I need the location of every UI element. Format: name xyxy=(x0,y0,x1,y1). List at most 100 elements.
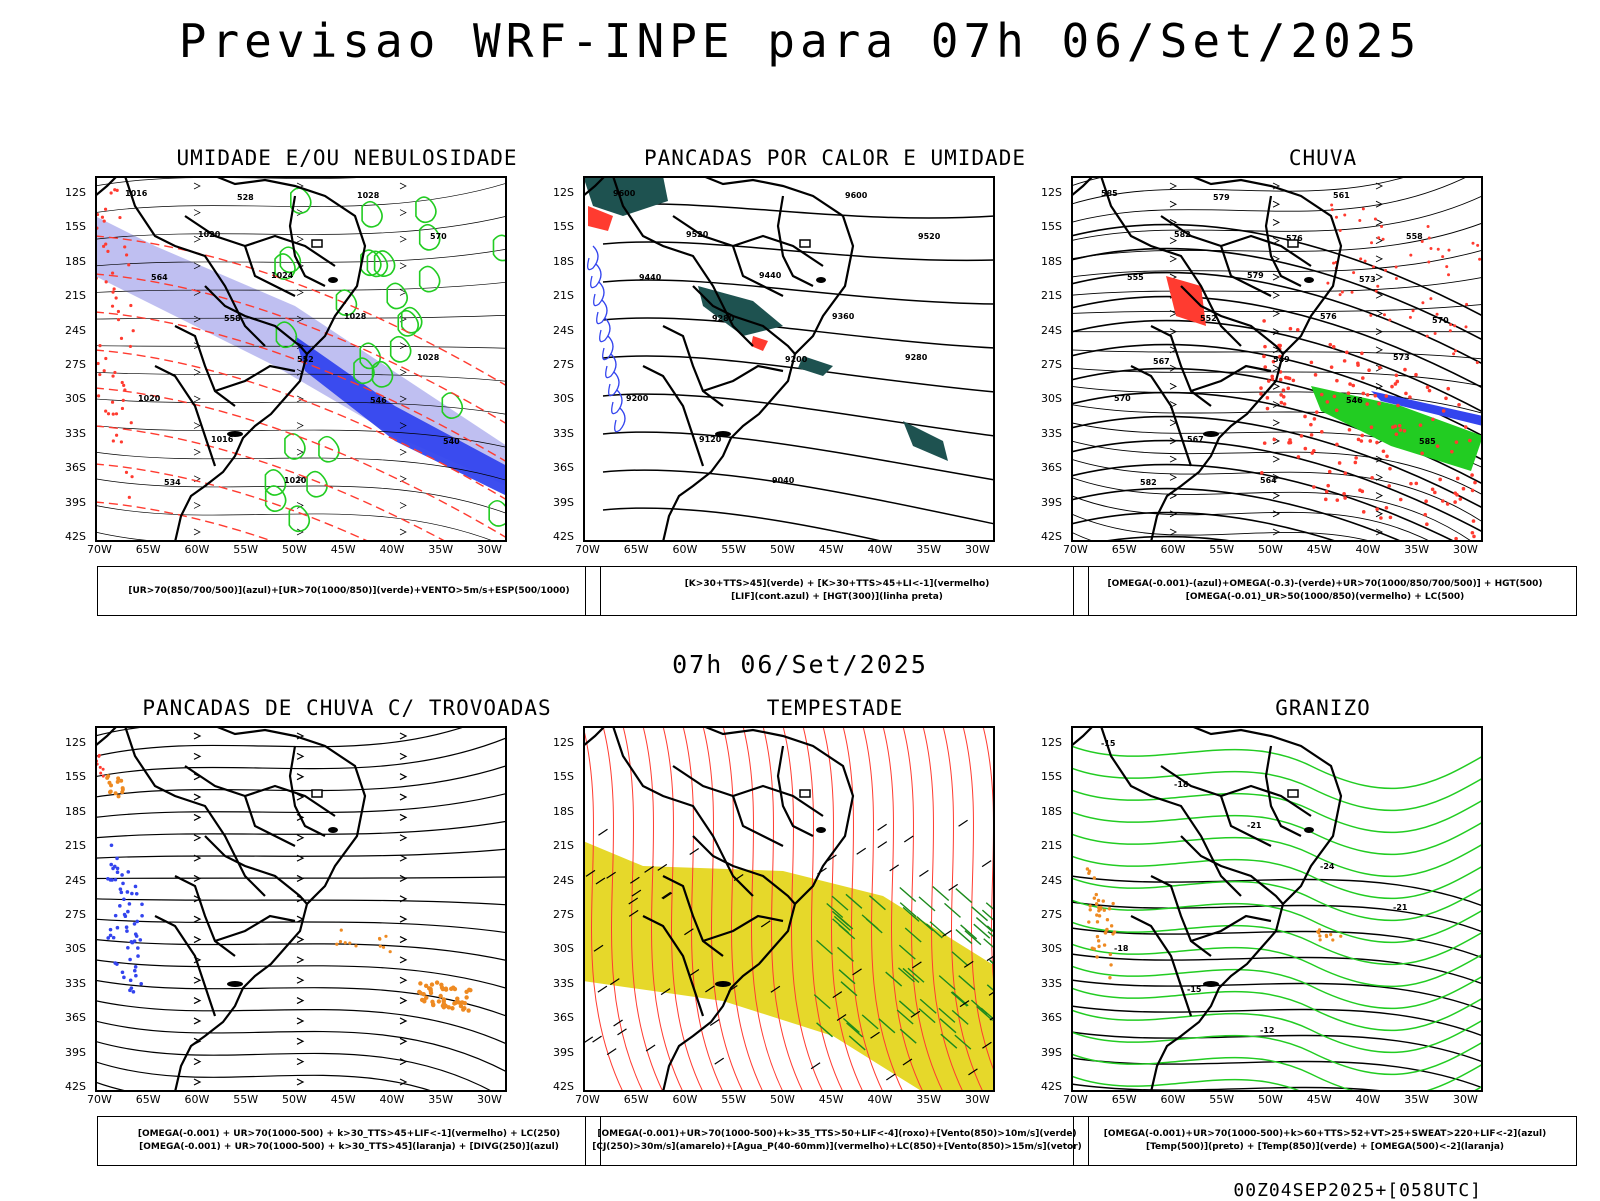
contour-label: 555 xyxy=(1127,273,1144,282)
latitude-label: 24S xyxy=(1041,323,1062,337)
contour-label: -15 xyxy=(1187,985,1202,994)
panel-tempestade[interactable]: TEMPESTADE 12S 15S 18S 21S 24S 27S 30S 33S 36S 39… xyxy=(553,696,1089,1196)
latitude-label: 24S xyxy=(65,323,86,337)
longitude-label: 55W xyxy=(233,1093,259,1106)
latitude-label: 36S xyxy=(553,1011,574,1025)
contour-label: 585 xyxy=(1101,189,1118,198)
latitude-label: 24S xyxy=(65,873,86,887)
longitude-label: 35W xyxy=(1404,1093,1430,1106)
longitude-label: 30W xyxy=(477,543,502,556)
latitude-label: 21S xyxy=(65,289,86,303)
panel-granizo[interactable]: GRANIZO -15 -18 -21 -24 -21 -18 -15 -12 12S 15S 18… xyxy=(1041,696,1577,1196)
map-plot: 9600 9520 9440 9360 9280 9200 9120 9040 9600 9520… xyxy=(583,176,995,542)
latitude-label: 39S xyxy=(553,1045,574,1059)
longitude-label: 40W xyxy=(1355,543,1381,556)
latitude-label: 15S xyxy=(553,220,574,234)
contour-label: 9360 xyxy=(832,312,855,321)
contour-label: 540 xyxy=(443,437,460,446)
model-run-label: 00Z04SEP2025+[058UTC] xyxy=(1233,1180,1482,1201)
latitude-label: 27S xyxy=(553,358,574,371)
latitude-label: 21S xyxy=(1041,839,1062,853)
contour-label: 9520 xyxy=(918,232,941,241)
latitude-label: 42S xyxy=(1041,1080,1062,1093)
contour-label: 1028 xyxy=(417,353,440,362)
longitude-label: 60W xyxy=(1160,543,1186,556)
contour-label: 1016 xyxy=(125,189,148,198)
latitude-label: 18S xyxy=(65,804,86,818)
latitude-label: 42S xyxy=(553,530,574,543)
latitude-label: 33S xyxy=(65,426,86,440)
longitude-label: 35W xyxy=(916,543,942,556)
longitude-label: 55W xyxy=(1209,543,1235,556)
contour-label: 1016 xyxy=(211,435,234,444)
latitude-label: 27S xyxy=(65,908,86,921)
panel-chuva[interactable]: CHUVA 585 582 579 576 573 570 567 564 561 558 555 5… xyxy=(1041,146,1577,646)
latitude-label: 39S xyxy=(1041,1045,1062,1059)
coastline xyxy=(95,726,367,1092)
latitude-label: 12S xyxy=(553,736,574,749)
latitude-label: 30S xyxy=(65,942,86,956)
panel-trovoadas[interactable]: PANCADAS DE CHUVA C/ TROVOADAS 12S 15S 18S… xyxy=(65,696,601,1196)
latitude-label: 12S xyxy=(1041,186,1062,199)
contour-label: 9200 xyxy=(626,394,649,403)
contour-label: -15 xyxy=(1101,739,1116,748)
latitude-label: 21S xyxy=(65,839,86,853)
coastline xyxy=(95,176,367,542)
latitude-label: 21S xyxy=(553,289,574,303)
contour-label: -18 xyxy=(1114,944,1129,953)
contour-label: 552 xyxy=(1200,314,1217,323)
contour-label: 573 xyxy=(1359,275,1376,284)
contour-label: 9520 xyxy=(686,230,709,239)
panel-title: PANCADAS POR CALOR E UMIDADE xyxy=(643,146,1026,170)
longitude-label: 40W xyxy=(1355,1093,1381,1106)
contour-label: 1028 xyxy=(357,191,380,200)
panel-umidade[interactable]: UMIDADE E/OU NEBULOSIDADE 1016 1020 1024 10… xyxy=(65,146,601,646)
latitude-label: 15S xyxy=(65,770,86,784)
longitude-label: 50W xyxy=(282,543,307,556)
legend-line: [OMEGA(-0.01)_UR>50(1000/850)(vermelho) … xyxy=(1185,592,1465,602)
page-title: Previsao WRF-INPE para 07h 06/Set/2025 xyxy=(178,14,1422,68)
contour-label: 1020 xyxy=(138,394,161,403)
latitude-label: 27S xyxy=(553,908,574,921)
map-frame: 585 582 579 576 573 570 567 564 561 558 555 552 549 5… xyxy=(1041,176,1579,556)
longitude-label: 60W xyxy=(1160,1093,1186,1106)
coastline xyxy=(583,726,855,1092)
panel-title: TEMPESTADE xyxy=(766,696,904,720)
latitude-label: 30S xyxy=(1041,392,1062,406)
contour-label: 570 xyxy=(1114,394,1131,403)
latitude-label: 27S xyxy=(1041,908,1062,921)
latitude-label: 30S xyxy=(553,942,574,956)
longitude-label: 45W xyxy=(1306,543,1332,556)
longitude-label: 65W xyxy=(623,543,649,556)
legend-line: [Temp(500)](preto) + [Temp(850)](verde) … xyxy=(1145,1142,1505,1152)
panel-pancadas-calor[interactable]: PANCADAS POR CALOR E UMIDADE 9600 9520 944… xyxy=(553,146,1089,646)
legend-box: [UR>70(850/700/500)](azul)+[UR>70(1000/8… xyxy=(97,566,601,616)
latitude-label: 18S xyxy=(1041,254,1062,268)
legend-line: [OMEGA(-0.001)-(azul)+OMEGA(-0.3)-(verde… xyxy=(1107,579,1543,589)
latitude-label: 18S xyxy=(65,254,86,268)
longitude-label: 60W xyxy=(184,543,210,556)
longitude-label: 35W xyxy=(428,543,454,556)
panel-title: PANCADAS DE CHUVA C/ TROVOADAS xyxy=(142,696,552,720)
contour-label: 546 xyxy=(1346,396,1363,405)
longitude-label: 65W xyxy=(135,543,161,556)
latitude-label: 39S xyxy=(553,495,574,509)
longitude-label: 45W xyxy=(818,1093,844,1106)
coastline xyxy=(1071,726,1343,1092)
longitude-label: 60W xyxy=(184,1093,210,1106)
longitude-label: 45W xyxy=(818,543,844,556)
contour-label: 570 xyxy=(1432,316,1449,325)
latitude-label: 33S xyxy=(1041,426,1062,440)
longitude-label: 70W xyxy=(1063,1093,1088,1106)
longitude-label: 60W xyxy=(672,543,698,556)
contour-label: 561 xyxy=(1333,191,1350,200)
contour-label: 573 xyxy=(1393,353,1410,362)
latitude-label: 27S xyxy=(65,358,86,371)
latitude-label: 24S xyxy=(1041,873,1062,887)
longitude-label: 45W xyxy=(330,543,356,556)
longitude-label: 30W xyxy=(965,543,990,556)
longitude-label: 30W xyxy=(965,1093,990,1106)
contour-label: 9040 xyxy=(772,476,795,485)
longitude-label: 55W xyxy=(233,543,259,556)
panel-title: UMIDADE E/OU NEBULOSIDADE xyxy=(176,146,518,170)
